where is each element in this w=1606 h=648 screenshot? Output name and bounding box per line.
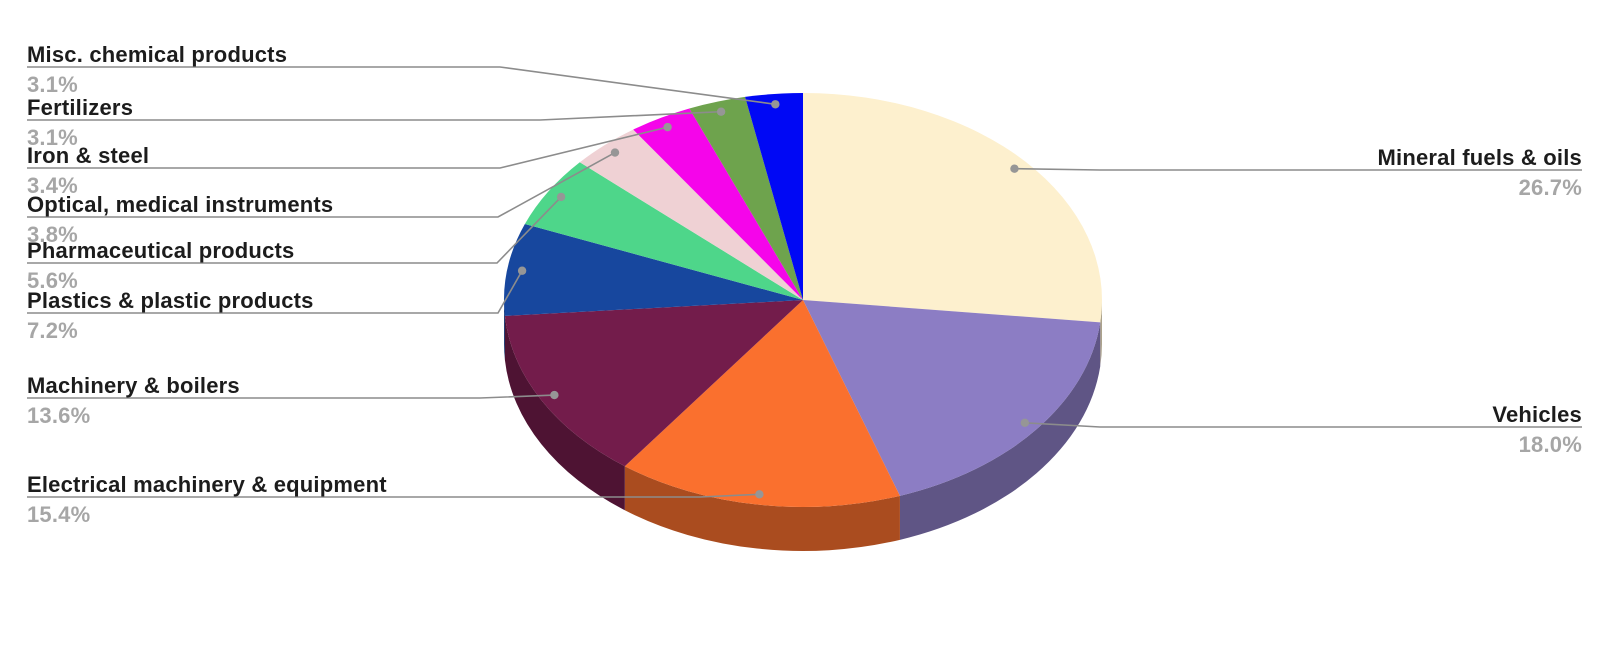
pie-slice-fertilizers[interactable]	[689, 96, 803, 300]
pie-slice-iron-steel[interactable]	[633, 108, 803, 300]
slice-label: Electrical machinery & equipment	[27, 472, 387, 497]
pie-slice-optical-medical-instruments[interactable]	[579, 129, 803, 300]
leader-line-fertilizers	[27, 110, 722, 121]
leader-line-optical-medical-instruments	[27, 151, 616, 218]
leader-line-iron-steel	[27, 126, 668, 169]
leader-dot-vehicles	[1020, 418, 1030, 428]
pie-slice-electrical-machinery-equipment[interactable]	[624, 300, 900, 507]
leader-line-plastics-plastic-products	[27, 270, 523, 314]
leader-line-mineral-fuels-oils	[1014, 167, 1582, 171]
pie-slice-machinery-boilers[interactable]	[504, 300, 803, 467]
slice-callout-mineral-fuels-oils: Mineral fuels & oils 26.7%	[1378, 146, 1583, 200]
slice-label: Pharmaceutical products	[27, 238, 295, 263]
slice-percent: 3.1%	[27, 72, 78, 97]
leader-line-electrical-machinery-equipment	[27, 493, 760, 498]
slice-percent: 3.1%	[27, 125, 78, 150]
slice-percent: 3.8%	[27, 222, 78, 247]
slice-callout-vehicles: Vehicles 18.0%	[1492, 403, 1582, 457]
slice-percent: 26.7%	[1518, 175, 1582, 200]
pie-slice-side-plastics-plastic-products	[504, 300, 505, 360]
slice-callout-electrical-machinery-equipment: Electrical machinery & equipment 15.4%	[27, 473, 387, 527]
leader-line-misc-chemical-products	[27, 66, 776, 106]
slice-percent: 15.4%	[27, 502, 91, 527]
slice-callout-optical-medical-instruments: Optical, medical instruments 3.8%	[27, 193, 333, 247]
leader-dot-machinery-boilers	[550, 390, 559, 400]
slice-callout-machinery-boilers: Machinery & boilers 13.6%	[27, 374, 240, 428]
pie-slice-vehicles[interactable]	[803, 300, 1101, 496]
leader-line-pharmaceutical-products	[27, 196, 562, 264]
leader-dot-misc-chemical-products	[771, 100, 780, 109]
slice-label: Misc. chemical products	[27, 42, 288, 67]
leader-dot-fertilizers	[716, 107, 726, 116]
leader-line-vehicles	[1024, 422, 1582, 428]
pie-slice-plastics-plastic-products[interactable]	[504, 224, 803, 316]
slice-label: Machinery & boilers	[27, 373, 240, 398]
slice-label: Vehicles	[1492, 402, 1582, 427]
slice-callout-misc-chemical-products: Misc. chemical products 3.1%	[27, 43, 287, 97]
pie-slice-side-machinery-boilers	[504, 315, 625, 511]
pie-slice-mineral-fuels-oils[interactable]	[803, 93, 1102, 323]
slice-percent: 5.6%	[27, 268, 78, 293]
pie-slice-side-vehicles	[899, 322, 1101, 540]
slice-callout-plastics-plastic-products: Plastics & plastic products 7.2%	[27, 289, 314, 343]
pie-slice-side-electrical-machinery-equipment	[624, 466, 900, 551]
leader-dot-electrical-machinery-equipment	[755, 490, 764, 499]
pie-slice-misc-chemical-products[interactable]	[745, 93, 803, 300]
slice-label: Plastics & plastic products	[27, 288, 314, 313]
slice-percent: 3.4%	[27, 173, 78, 198]
slice-label: Optical, medical instruments	[27, 192, 334, 217]
slice-percent: 18.0%	[1518, 432, 1582, 457]
slice-percent: 7.2%	[27, 318, 78, 343]
leader-dot-mineral-fuels-oils	[1010, 164, 1019, 173]
pie-slice-pharmaceutical-products[interactable]	[524, 162, 803, 300]
leader-dot-iron-steel	[663, 122, 672, 132]
slice-label: Fertilizers	[27, 95, 134, 120]
leader-dot-plastics-plastic-products	[517, 266, 527, 275]
pie-slice-side-mineral-fuels-oils	[1100, 300, 1102, 367]
leader-dot-optical-medical-instruments	[610, 148, 620, 157]
slice-label: Iron & steel	[27, 143, 150, 168]
slice-label: Mineral fuels & oils	[1377, 145, 1582, 170]
slice-callout-iron-steel: Iron & steel 3.4%	[27, 144, 149, 198]
slice-callout-pharmaceutical-products: Pharmaceutical products 5.6%	[27, 239, 294, 293]
leader-line-machinery-boilers	[27, 394, 555, 399]
leader-dot-pharmaceutical-products	[556, 192, 566, 202]
slice-callout-fertilizers: Fertilizers 3.1%	[27, 96, 133, 150]
slice-percent: 13.6%	[27, 403, 91, 428]
